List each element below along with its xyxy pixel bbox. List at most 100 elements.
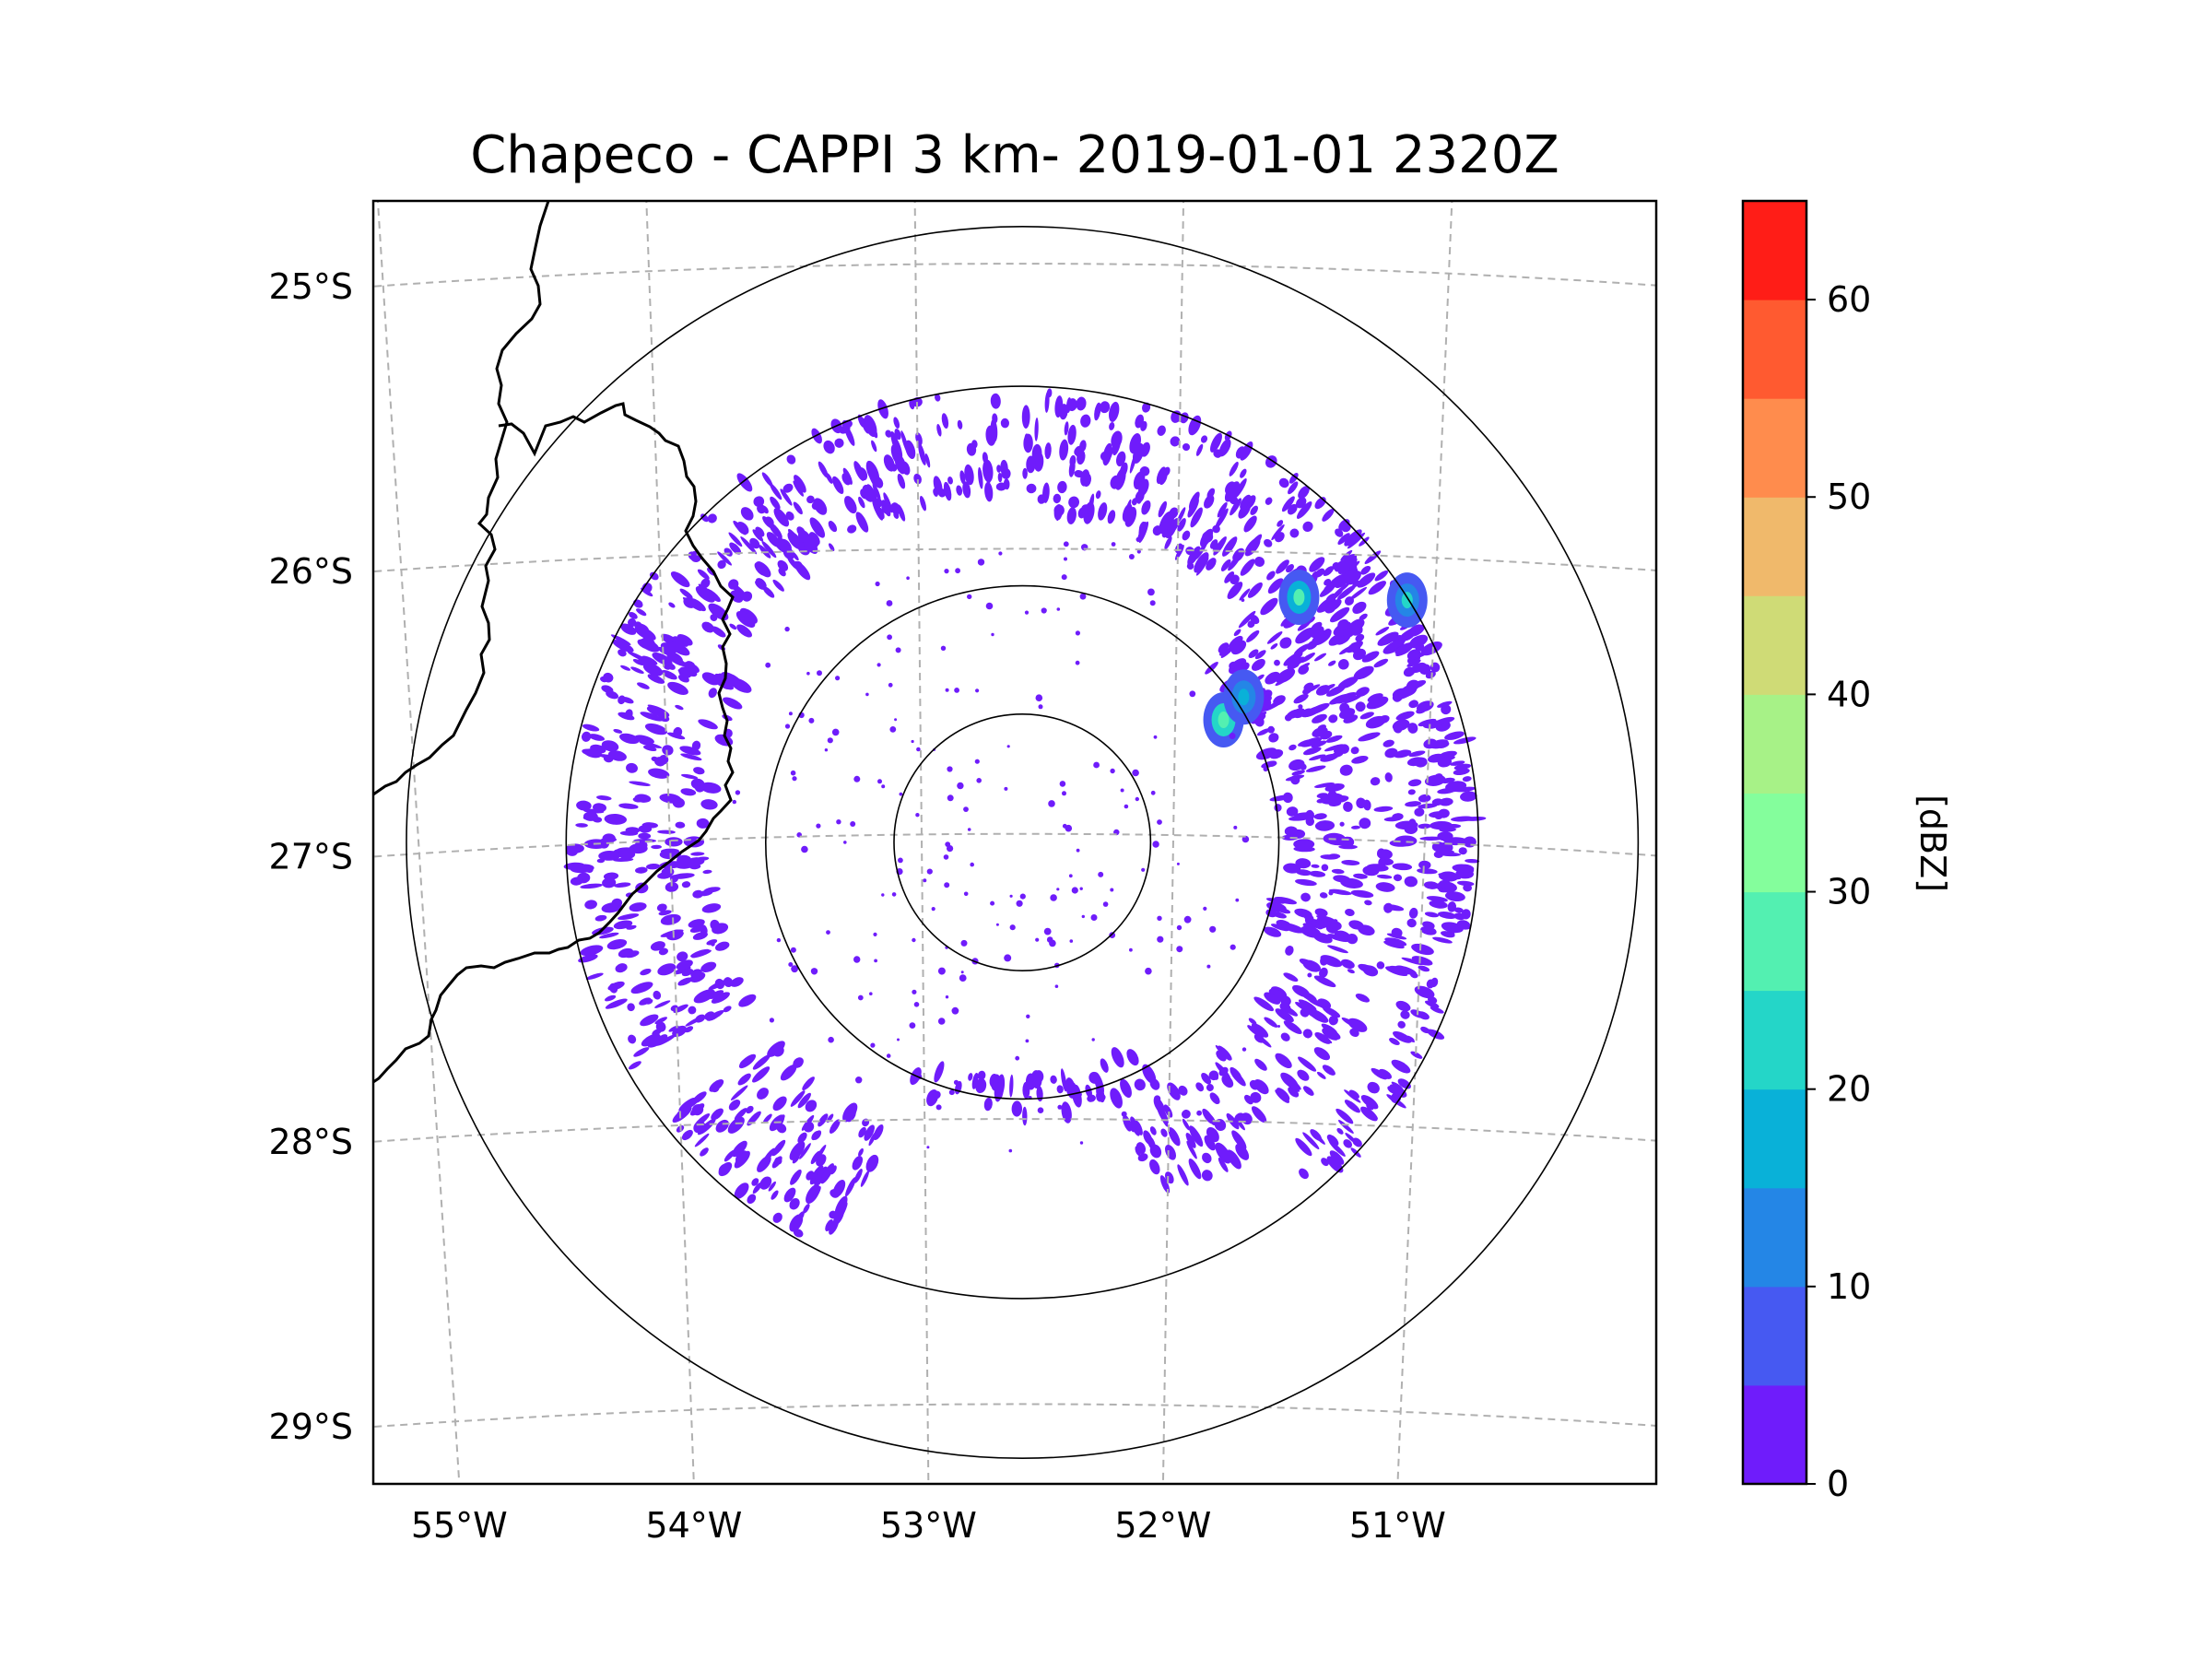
echo-dot [940, 645, 947, 651]
echo-dot [990, 900, 995, 906]
echo-speck [1364, 926, 1373, 934]
echo-speck [790, 1169, 802, 1185]
echo-speck [1444, 731, 1465, 740]
echo-dot [1081, 914, 1086, 919]
echo-speck [1164, 535, 1172, 550]
echo-speck [814, 1166, 828, 1187]
echo-speck [657, 963, 677, 976]
y-tick-label: 27°S [269, 836, 353, 877]
echo-speck [1076, 396, 1087, 411]
echo-region [563, 623, 757, 1070]
echo-speck [753, 496, 765, 507]
echo-speck [1281, 496, 1295, 512]
echo-speck [829, 1218, 840, 1235]
echo-speck [1322, 1065, 1335, 1076]
country-borders [373, 201, 735, 1084]
echo-speck [984, 481, 994, 502]
echo-dot [1307, 972, 1312, 978]
echo-speck [1149, 1126, 1157, 1135]
echo-speck [704, 1011, 715, 1020]
echo-dot [826, 930, 830, 935]
echo-dot [784, 724, 791, 729]
echo-speck [983, 1097, 993, 1112]
echo-dot [1277, 1025, 1280, 1028]
meridian-line [376, 201, 461, 1484]
echo-speck [1279, 637, 1292, 649]
echo-speck [702, 869, 712, 875]
echo-speck [1303, 747, 1322, 756]
range-ring [406, 225, 1640, 1460]
echo-dot [853, 956, 861, 963]
echo-speck [1376, 961, 1385, 970]
echo-speck [871, 440, 877, 453]
echo-speck [1132, 442, 1145, 464]
echo-speck [1452, 864, 1475, 873]
echo-dot [776, 937, 782, 943]
echo-dot [1157, 819, 1162, 825]
echo-speck [1305, 927, 1319, 935]
echo-speck [1352, 648, 1367, 661]
echo-speck [627, 1003, 635, 1012]
echo-speck [1326, 598, 1342, 612]
echo-speck [652, 652, 673, 666]
echo-dot [1186, 562, 1194, 570]
echo-speck [1441, 704, 1452, 715]
echo-speck [695, 585, 715, 603]
echo-speck [1080, 469, 1090, 487]
echo-speck [1111, 1047, 1124, 1068]
echo-speck [629, 612, 638, 619]
echo-speck [645, 998, 653, 1005]
echo-dot [912, 937, 916, 943]
echo-speck [717, 551, 732, 566]
echo-speck [618, 733, 640, 745]
echo-speck [667, 681, 688, 695]
echo-speck [1202, 1152, 1212, 1164]
echo-speck [755, 526, 765, 537]
echo-speck [730, 1085, 748, 1100]
echo-region [612, 393, 1011, 683]
echo-speck [1321, 1158, 1329, 1167]
range-ring [565, 385, 1479, 1300]
echo-speck [1195, 1082, 1205, 1092]
echo-speck [641, 1033, 661, 1047]
echo-speck [675, 861, 695, 869]
echo-speck [1325, 735, 1343, 743]
echo-speck [1235, 1118, 1245, 1131]
echo-speck [1212, 542, 1219, 551]
echo-speck [813, 498, 828, 515]
echo-dot [1135, 536, 1141, 542]
echo-speck [1265, 497, 1273, 505]
echo-speck [1366, 696, 1389, 710]
echo-speck [1337, 618, 1349, 630]
echo-speck [1410, 662, 1427, 674]
echo-speck [1164, 520, 1177, 538]
echo-speck [708, 979, 729, 991]
echo-speck [618, 695, 626, 705]
echo-speck [1461, 909, 1471, 920]
echo-speck [1276, 668, 1296, 684]
echo-speck [1323, 1006, 1341, 1018]
echo-speck [1206, 1112, 1217, 1126]
echo-speck [761, 541, 777, 559]
echo-speck [789, 1141, 806, 1160]
echo-speck [626, 762, 638, 773]
colorbar-frame [1741, 199, 1808, 1486]
echo-speck [834, 438, 844, 448]
echo-dot [963, 891, 969, 897]
echo-speck [1463, 883, 1472, 892]
echo-speck [1282, 792, 1293, 804]
echo-dot [977, 559, 985, 566]
echo-speck [1359, 712, 1374, 720]
echo-speck [1080, 504, 1091, 514]
echo-speck [752, 529, 764, 542]
echo-speck [700, 578, 711, 589]
echo-speck [1182, 442, 1191, 452]
echo-speck [1231, 1130, 1247, 1150]
echo-speck [1246, 534, 1263, 554]
echo-speck [646, 706, 670, 718]
echo-dot [945, 995, 949, 999]
echo-speck [1303, 682, 1314, 691]
echo-speck [728, 579, 739, 590]
echo-dot [1093, 761, 1100, 769]
echo-speck [717, 559, 726, 570]
